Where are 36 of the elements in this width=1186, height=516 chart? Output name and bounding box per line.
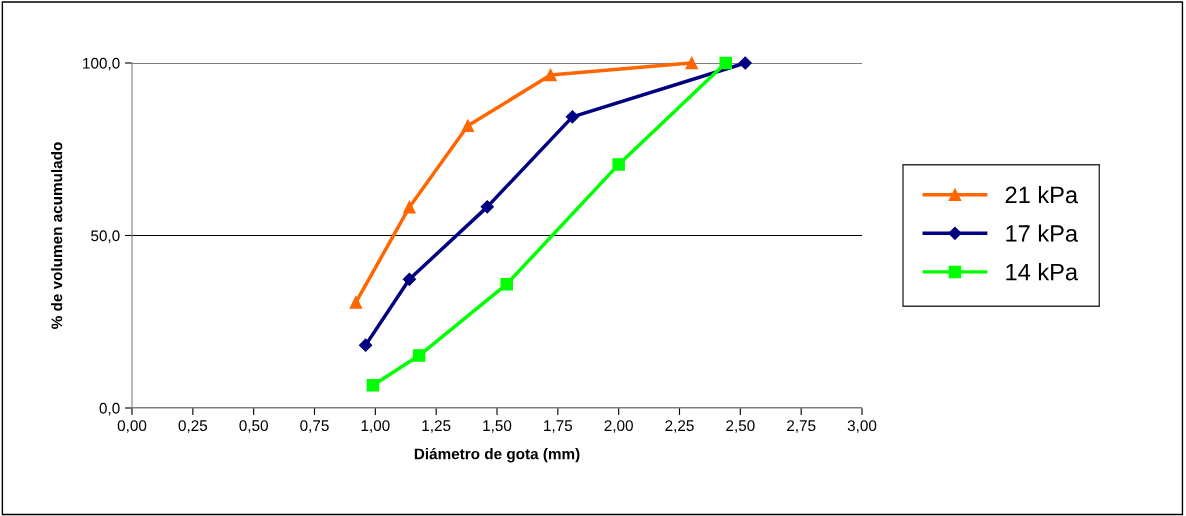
point [366,378,380,392]
y-tick-label: 50,0 [91,230,120,243]
point [349,296,363,309]
point [738,56,752,70]
x-tick-label: 1,75 [544,420,573,433]
point [544,68,557,82]
x-tick-label: 2,50 [726,420,755,433]
point [719,56,732,70]
point [461,119,475,133]
x-tick-label: 2,75 [787,420,816,433]
x-tick-label: 0,25 [178,420,208,433]
x-tick-label: 0,50 [239,420,268,433]
y-tick-label: 0,0 [99,402,120,416]
x-tick-label: 3,00 [847,420,877,433]
x-tick-label: 1,25 [422,420,451,433]
legend-label: 17 kPa [1006,224,1079,242]
point [412,349,426,362]
point [403,200,416,214]
x-axis-title: Diámetro de gota (mm) [414,447,580,463]
point [565,110,580,124]
x-tick-label: 2,25 [665,420,694,433]
point [685,56,698,70]
x-tick-label: 1,50 [483,420,512,433]
x-tick-label: 0,75 [300,420,329,433]
point [359,338,373,352]
legend-label: 21 kPa [1005,185,1079,204]
y-tick-label: 100,0 [83,57,120,71]
point [480,200,494,214]
x-tick-label: 0,00 [117,420,147,433]
x-tick-label: 2,00 [604,420,633,433]
point [402,272,416,286]
point [500,277,513,291]
y-axis-title: % de volumen acumulado [51,142,63,329]
point [612,158,625,171]
x-tick-label: 1,00 [361,420,390,433]
legend-label: 14 kPa [1006,263,1079,281]
